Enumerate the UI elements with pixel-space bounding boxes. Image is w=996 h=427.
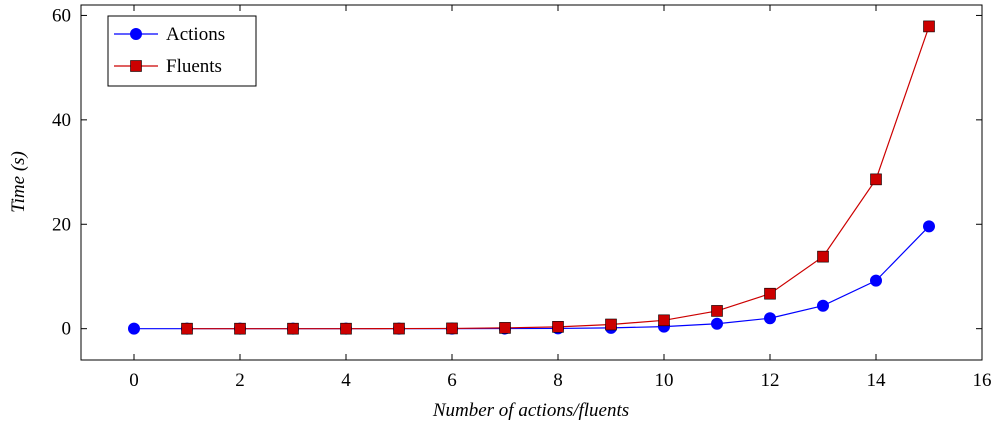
- data-point-actions: [128, 322, 140, 335]
- data-point-actions: [711, 317, 723, 330]
- data-point-fluents: [340, 322, 352, 335]
- data-point-fluents: [658, 314, 670, 327]
- data-point-fluents: [181, 322, 193, 335]
- data-point-fluents: [817, 250, 829, 263]
- series-line-actions: [134, 225, 930, 330]
- y-axis-title: Time (s): [8, 151, 29, 213]
- data-point-actions: [870, 274, 882, 287]
- x-tick-label: 14: [867, 370, 887, 391]
- x-tick-label: 10: [655, 370, 674, 391]
- x-axis-title: Number of actions/fluents: [432, 400, 629, 421]
- x-tick-label: 0: [129, 370, 139, 391]
- axis-ticks: 0 2 4 6 8 10 12 14 16 0 20 40 60: [52, 5, 992, 391]
- series-fluents: [181, 20, 935, 335]
- data-point-fluents: [287, 322, 299, 335]
- data-point-actions: [923, 220, 935, 233]
- series-actions: [128, 220, 935, 335]
- data-point-fluents: [552, 321, 564, 333]
- legend-item-actions: Actions: [114, 24, 225, 45]
- legend-marker-fluents: [130, 60, 142, 72]
- x-tick-label: 8: [553, 370, 563, 391]
- x-tick-label: 16: [973, 370, 992, 391]
- legend-box: [107, 15, 257, 87]
- x-tick-label: 12: [761, 370, 780, 391]
- y-tick-label: 20: [52, 214, 71, 235]
- data-point-fluents: [870, 173, 882, 186]
- y-tick-label: 40: [52, 110, 71, 131]
- y-tick-label: 0: [62, 319, 72, 340]
- legend-label-fluents: Fluents: [166, 56, 222, 77]
- data-point-fluents: [499, 322, 511, 334]
- x-tick-label: 4: [341, 370, 351, 391]
- data-point-fluents: [393, 322, 405, 335]
- data-point-fluents: [764, 287, 776, 300]
- legend-label-actions: Actions: [166, 24, 225, 45]
- x-tick-label: 2: [235, 370, 245, 391]
- legend: Actions Fluents: [107, 15, 257, 87]
- data-point-actions: [764, 312, 776, 325]
- x-tick-label: 6: [447, 370, 457, 391]
- y-tick-label: 60: [52, 5, 71, 26]
- data-point-fluents: [605, 318, 617, 331]
- data-point-actions: [817, 299, 829, 312]
- series-line-fluents: [187, 26, 930, 330]
- series-layer: [128, 20, 935, 335]
- data-point-fluents: [446, 322, 458, 335]
- legend-item-fluents: Fluents: [114, 56, 222, 77]
- legend-marker-actions: [130, 28, 142, 40]
- plot-frame: [80, 4, 983, 361]
- data-point-fluents: [234, 322, 246, 335]
- data-point-fluents: [923, 20, 935, 33]
- data-point-fluents: [711, 305, 723, 317]
